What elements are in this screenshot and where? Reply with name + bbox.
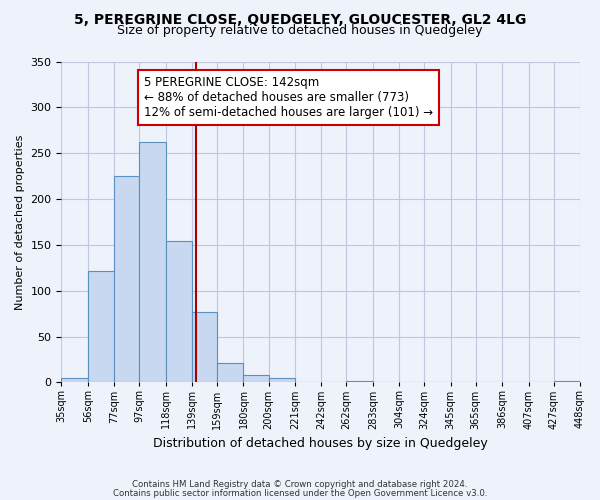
- Text: Size of property relative to detached houses in Quedgeley: Size of property relative to detached ho…: [117, 24, 483, 37]
- Bar: [192, 312, 217, 382]
- Text: 5, PEREGRINE CLOSE, QUEDGELEY, GLOUCESTER, GL2 4LG: 5, PEREGRINE CLOSE, QUEDGELEY, GLOUCESTE…: [74, 12, 526, 26]
- Bar: [554, 380, 580, 382]
- Bar: [139, 142, 166, 382]
- Bar: [217, 363, 244, 382]
- Bar: [166, 241, 192, 382]
- Text: Contains HM Land Registry data © Crown copyright and database right 2024.: Contains HM Land Registry data © Crown c…: [132, 480, 468, 489]
- Bar: [346, 380, 373, 382]
- Bar: [114, 176, 139, 382]
- Bar: [244, 375, 269, 382]
- Text: Contains public sector information licensed under the Open Government Licence v3: Contains public sector information licen…: [113, 489, 487, 498]
- Y-axis label: Number of detached properties: Number of detached properties: [15, 134, 25, 310]
- X-axis label: Distribution of detached houses by size in Quedgeley: Distribution of detached houses by size …: [154, 437, 488, 450]
- Text: 5 PEREGRINE CLOSE: 142sqm
← 88% of detached houses are smaller (773)
12% of semi: 5 PEREGRINE CLOSE: 142sqm ← 88% of detac…: [145, 76, 434, 119]
- Bar: [61, 378, 88, 382]
- Bar: [88, 270, 114, 382]
- Bar: [269, 378, 295, 382]
